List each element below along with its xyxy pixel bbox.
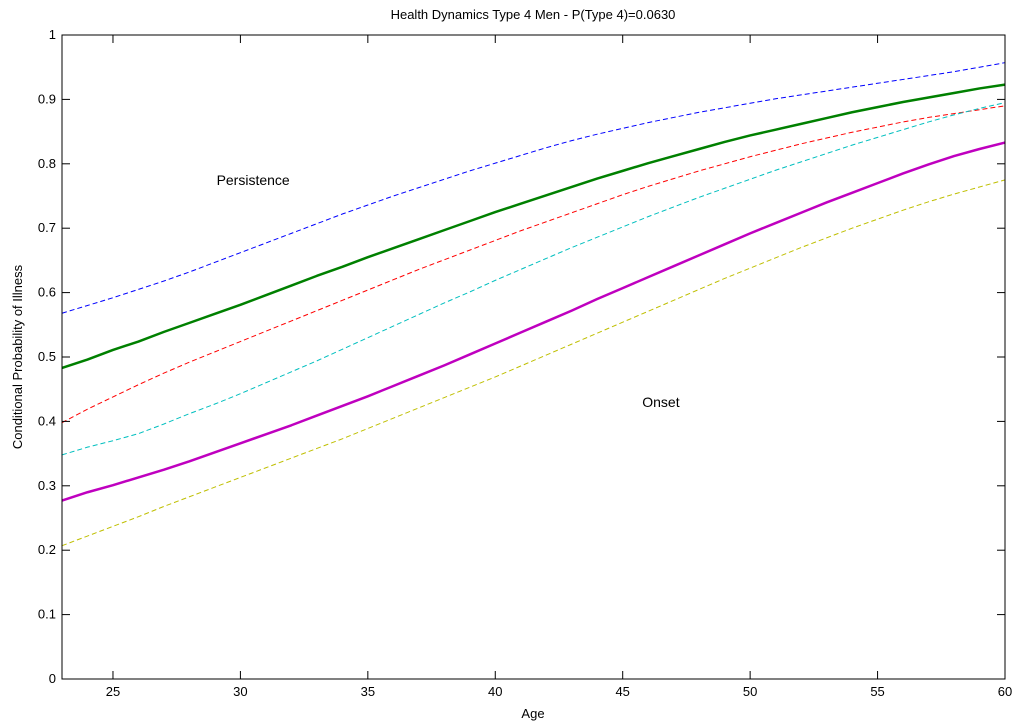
- series-layer: [61, 62, 1006, 547]
- y-tick-label: 0.4: [38, 413, 56, 428]
- series-line-2: [61, 83, 1006, 370]
- x-tick-label: 55: [870, 684, 884, 699]
- y-tick-label: 0.7: [38, 220, 56, 235]
- y-tick-label: 0.8: [38, 156, 56, 171]
- y-tick-label: 0.5: [38, 349, 56, 364]
- y-tick-label: 0.2: [38, 542, 56, 557]
- x-tick-label: 25: [106, 684, 120, 699]
- y-tick-label: 0.3: [38, 478, 56, 493]
- chart-title: Health Dynamics Type 4 Men - P(Type 4)=0…: [391, 7, 676, 22]
- x-tick-label: 60: [998, 684, 1012, 699]
- x-tick-label: 30: [233, 684, 247, 699]
- x-tick-label: 40: [488, 684, 502, 699]
- annotation-layer: Persistence Onset: [217, 172, 680, 410]
- x-tick-label: 50: [743, 684, 757, 699]
- tick-layer: 25 30 35 40 45 50 55 60 0 0.1 0.2 0.3 0.4 0.5 0.6 0.7 0.…: [38, 27, 1012, 699]
- annotation-text: Persistence: [217, 172, 290, 188]
- series-line-1: [61, 62, 1006, 314]
- y-axis-label: Conditional Probability of Illness: [10, 264, 25, 449]
- x-tick-label: 45: [615, 684, 629, 699]
- y-tick-label: 0: [49, 671, 56, 686]
- x-tick-label: 35: [361, 684, 375, 699]
- annotation-text: Onset: [642, 394, 679, 410]
- y-tick-label: 0.6: [38, 285, 56, 300]
- y-tick-label: 0.9: [38, 91, 56, 106]
- series-line-5: [61, 141, 1006, 502]
- x-axis-label: Age: [521, 706, 544, 721]
- plot-frame: [61, 34, 1006, 680]
- plot-background: [62, 35, 1005, 679]
- y-tick-label: 1: [49, 27, 56, 42]
- series-line-6: [61, 179, 1006, 547]
- y-tick-label: 0.1: [38, 607, 56, 622]
